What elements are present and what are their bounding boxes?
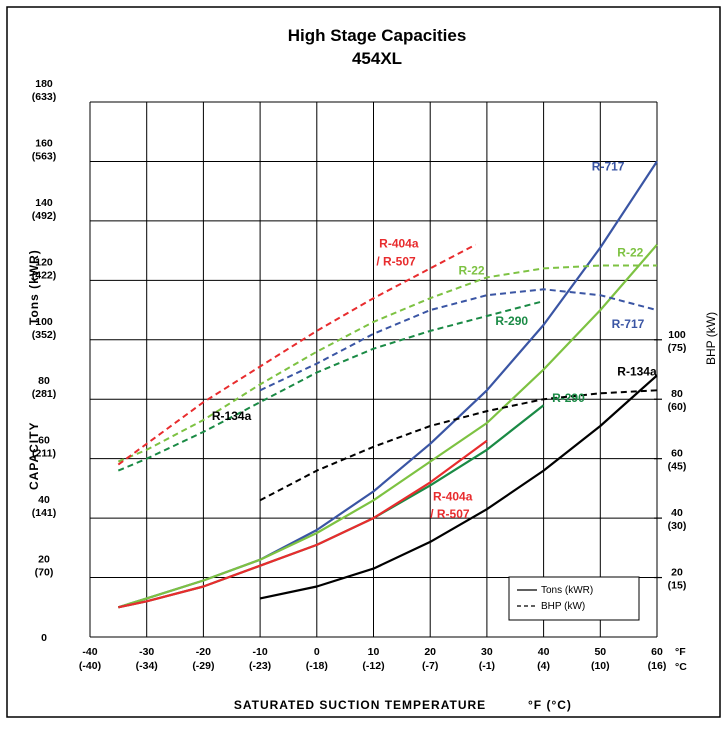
series-label-r-717: R-717 xyxy=(592,159,625,173)
x-tick-label-c: (-12) xyxy=(362,660,384,672)
x-tick-label: -20 xyxy=(196,646,211,658)
y-tick-label-kw: (352) xyxy=(32,329,57,341)
legend-item-bhp: BHP (kW) xyxy=(541,601,585,612)
y-tick-label: 40 xyxy=(38,494,50,506)
x-axis-units: °F (°C) xyxy=(528,698,572,712)
y-tick-label: 160 xyxy=(35,137,53,149)
x-tick-label-c: (16) xyxy=(648,660,667,672)
x-tick-label-c: (-18) xyxy=(306,660,328,672)
axes: -40 (-40) -30 (-34) -20 (-29) -10 (-23) 0 (-18) 10… xyxy=(32,78,687,672)
x-tick-label: 0 xyxy=(314,646,320,658)
x-unit-c: °C xyxy=(675,661,687,673)
y-tick-label: 60 xyxy=(38,435,50,447)
x-tick-label: 60 xyxy=(651,646,663,658)
y-right-tick-label-kw: (75) xyxy=(668,342,687,354)
grid xyxy=(89,101,658,638)
series-label-r-290: R-290 xyxy=(495,314,528,328)
series-tons-r-404a-r-507 xyxy=(118,439,488,609)
x-tick-label: -10 xyxy=(253,646,268,658)
series-label-r-22: R-22 xyxy=(459,263,485,277)
series-label-r-290: R-290 xyxy=(552,391,585,405)
y-tick-label: 140 xyxy=(35,197,53,209)
y-tick-label-kw: (141) xyxy=(32,507,57,519)
x-tick-label-c: (-23) xyxy=(249,660,271,672)
x-tick-label: 50 xyxy=(594,646,606,658)
series-label-r-507: / R-507 xyxy=(430,507,470,521)
x-tick-label: 30 xyxy=(481,646,493,658)
legend-item-tons: Tons (kWR) xyxy=(541,585,593,596)
axis-labels: CAPACITY Tons (kWR) BHP (kW) SATURATED S… xyxy=(27,249,718,712)
y-tick-label-kw: (70) xyxy=(35,567,54,579)
x-tick-label-c: (-40) xyxy=(79,660,101,672)
series-label-r-134a: R-134a xyxy=(212,409,252,423)
series-bhp-r-134a xyxy=(259,389,658,502)
chart-subtitle: 454XL xyxy=(352,49,402,68)
y-tick-label-kw: (492) xyxy=(32,210,57,222)
y-right-tick-label: 60 xyxy=(671,448,683,460)
x-axis-label: SATURATED SUCTION TEMPERATURE xyxy=(234,698,486,712)
series-label-r-134a: R-134a xyxy=(617,364,657,378)
y-tick-label-kw: (281) xyxy=(32,388,57,400)
x-tick-label-c: (4) xyxy=(537,660,550,672)
x-tick-label: 40 xyxy=(538,646,550,658)
y-right-tick-label-kw: (15) xyxy=(668,580,687,592)
y-tick-label: 80 xyxy=(38,375,50,387)
series-lines xyxy=(117,160,658,609)
y-tick-label-kw: (422) xyxy=(32,269,57,281)
x-tick-label: -40 xyxy=(82,646,97,658)
legend: Tons (kWR) BHP (kW) xyxy=(508,576,640,621)
y-tick-label-kw: (563) xyxy=(32,150,57,162)
y-axis-label-right: BHP (kW) xyxy=(704,312,718,365)
series-annotations: R-717 R-717 R-22 R-22 R-290 R-290 R-404a / R-50… xyxy=(212,159,657,521)
x-unit-f: °F xyxy=(675,646,686,658)
y-right-tick-label-kw: (60) xyxy=(668,401,687,413)
x-tick-label-c: (-34) xyxy=(136,660,158,672)
series-label-r-404a: R-404a xyxy=(379,237,419,251)
series-bhp-r-22 xyxy=(117,264,657,463)
y-right-tick-label: 40 xyxy=(671,507,683,519)
y-axis-label-left: CAPACITY xyxy=(27,422,41,490)
x-tick-label: 10 xyxy=(368,646,380,658)
x-tick-label: -30 xyxy=(139,646,154,658)
series-label-r-22: R-22 xyxy=(617,246,643,260)
x-tick-label-c: (-29) xyxy=(192,660,214,672)
y-tick-label: 120 xyxy=(35,256,53,268)
legend-box xyxy=(508,576,640,621)
x-tick-label-c: (10) xyxy=(591,660,610,672)
y-tick-label: 0 xyxy=(41,632,47,644)
series-label-r-404a: R-404a xyxy=(433,489,473,503)
y-right-tick-label: 80 xyxy=(671,388,683,400)
series-tons-r-22 xyxy=(117,243,658,609)
series-bhp-r-290 xyxy=(117,300,544,472)
y-right-tick-label: 20 xyxy=(671,567,683,579)
x-tick-label: 20 xyxy=(424,646,436,658)
y-right-tick-label-kw: (45) xyxy=(668,461,687,473)
x-tick-label-c: (-7) xyxy=(422,660,438,672)
x-tick-label-c: (-1) xyxy=(479,660,495,672)
series-tons-r-134a xyxy=(259,374,658,600)
y-tick-label: 100 xyxy=(35,316,53,328)
y-right-tick-label: 100 xyxy=(668,329,686,341)
y-axis-units-left: Tons (kWR) xyxy=(27,249,41,325)
series-label-r-717: R-717 xyxy=(612,317,645,331)
y-tick-label-kw: (211) xyxy=(32,448,56,460)
y-tick-label: 180 xyxy=(35,78,53,90)
series-label-r-507: / R-507 xyxy=(376,254,416,268)
y-tick-label: 20 xyxy=(38,554,50,566)
y-right-tick-label-kw: (30) xyxy=(668,520,687,532)
y-tick-label-kw: (633) xyxy=(32,91,57,103)
chart-title: High Stage Capacities xyxy=(288,26,467,45)
series-bhp-r-717 xyxy=(259,288,658,392)
